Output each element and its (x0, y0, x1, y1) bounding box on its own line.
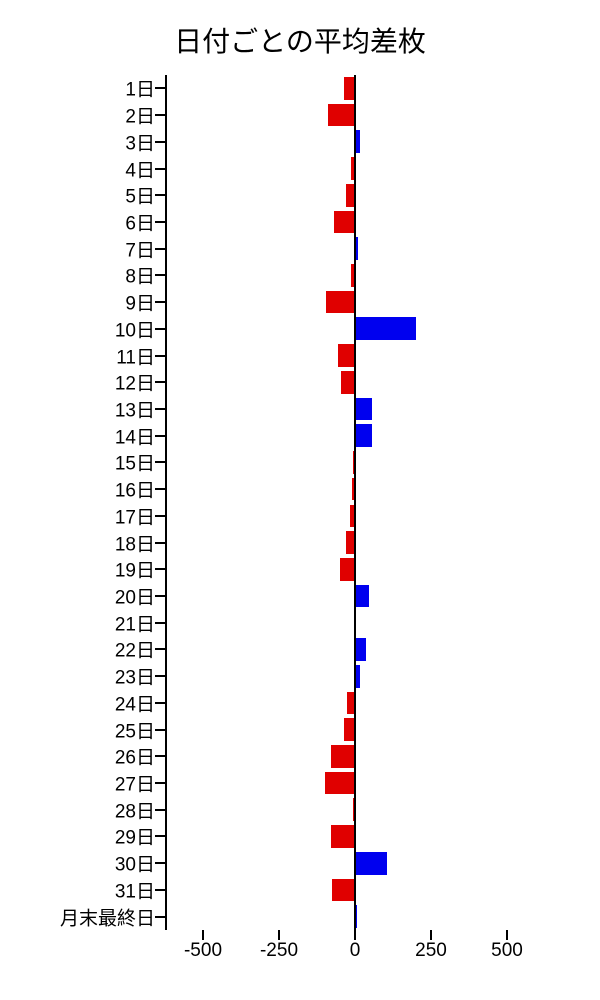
zero-line (354, 75, 356, 930)
y-axis-label: 12日 (115, 369, 155, 396)
y-tick (155, 248, 165, 250)
bar (355, 585, 369, 608)
plot-area (165, 75, 545, 930)
y-axis-label: 16日 (115, 476, 155, 503)
y-axis-label: 5日 (125, 182, 155, 209)
y-tick (155, 622, 165, 624)
y-axis-label: 15日 (115, 449, 155, 476)
y-tick (155, 381, 165, 383)
x-axis-label: 0 (350, 940, 361, 962)
bar (355, 424, 372, 447)
chart-title: 日付ごとの平均差枚 (0, 20, 600, 60)
y-axis-label: 11日 (116, 342, 155, 369)
y-tick (155, 168, 165, 170)
y-axis-label: 19日 (115, 556, 155, 583)
y-tick (155, 568, 165, 570)
y-tick (155, 274, 165, 276)
x-axis-label: 250 (415, 940, 447, 962)
bar (331, 745, 355, 768)
bar (341, 371, 355, 394)
bar (355, 398, 372, 421)
y-axis-label: 3日 (125, 128, 155, 155)
y-axis-label: 27日 (115, 770, 155, 797)
y-axis-label: 17日 (115, 502, 155, 529)
y-tick (155, 328, 165, 330)
y-tick (155, 542, 165, 544)
y-tick (155, 916, 165, 918)
y-tick (155, 809, 165, 811)
y-tick (155, 194, 165, 196)
y-tick (155, 355, 165, 357)
y-axis-label: 14日 (115, 422, 155, 449)
y-axis-label: 7日 (125, 235, 155, 262)
y-axis-label: 28日 (115, 796, 155, 823)
x-axis-label: 500 (491, 940, 523, 962)
x-axis-label: -250 (260, 940, 298, 962)
x-axis-label: -500 (184, 940, 222, 962)
y-tick (155, 755, 165, 757)
y-tick (155, 648, 165, 650)
x-tick (202, 930, 204, 940)
y-axis-label: 21日 (115, 609, 155, 636)
bar (326, 291, 355, 314)
y-tick (155, 782, 165, 784)
y-tick (155, 835, 165, 837)
bar (355, 317, 416, 340)
y-axis-label: 1日 (125, 75, 155, 102)
y-tick (155, 114, 165, 116)
y-tick (155, 729, 165, 731)
y-axis-label: 29日 (115, 823, 155, 850)
y-tick (155, 595, 165, 597)
y-tick (155, 408, 165, 410)
y-axis-label: 8日 (125, 262, 155, 289)
y-tick (155, 889, 165, 891)
bar (338, 344, 355, 367)
y-tick (155, 862, 165, 864)
x-tick (354, 930, 356, 940)
y-tick (155, 301, 165, 303)
y-tick (155, 221, 165, 223)
y-axis-label: 2日 (125, 102, 155, 129)
bar (325, 772, 355, 795)
y-tick (155, 435, 165, 437)
bar (332, 879, 355, 902)
y-axis-label: 24日 (115, 689, 155, 716)
y-axis-label: 22日 (115, 636, 155, 663)
y-tick (155, 87, 165, 89)
y-axis-label: 10日 (115, 315, 155, 342)
x-tick (506, 930, 508, 940)
x-tick (278, 930, 280, 940)
bar (355, 638, 366, 661)
y-axis-label: 4日 (125, 155, 155, 182)
y-axis-label: 18日 (115, 529, 155, 556)
y-tick (155, 488, 165, 490)
bar (340, 558, 355, 581)
y-axis-label: 25日 (115, 716, 155, 743)
x-tick (430, 930, 432, 940)
y-axis-label: 23日 (115, 663, 155, 690)
chart-container: 日付ごとの平均差枚 1日2日3日4日5日6日7日8日9日10日11日12日13日… (0, 0, 600, 1000)
bar (355, 852, 387, 875)
y-tick (155, 675, 165, 677)
y-tick (155, 702, 165, 704)
y-axis-label: 20日 (115, 583, 155, 610)
y-axis-label: 31日 (115, 876, 155, 903)
bar (334, 211, 355, 234)
y-axis-label: 30日 (115, 850, 155, 877)
y-tick (155, 141, 165, 143)
bar (331, 825, 355, 848)
y-tick (155, 515, 165, 517)
y-axis-label: 9日 (125, 289, 155, 316)
y-axis-label: 月末最終日 (60, 903, 155, 930)
y-tick (155, 461, 165, 463)
bar (328, 104, 355, 127)
y-axis-label: 6日 (125, 208, 155, 235)
y-axis-label: 26日 (115, 743, 155, 770)
y-axis-label: 13日 (115, 395, 155, 422)
